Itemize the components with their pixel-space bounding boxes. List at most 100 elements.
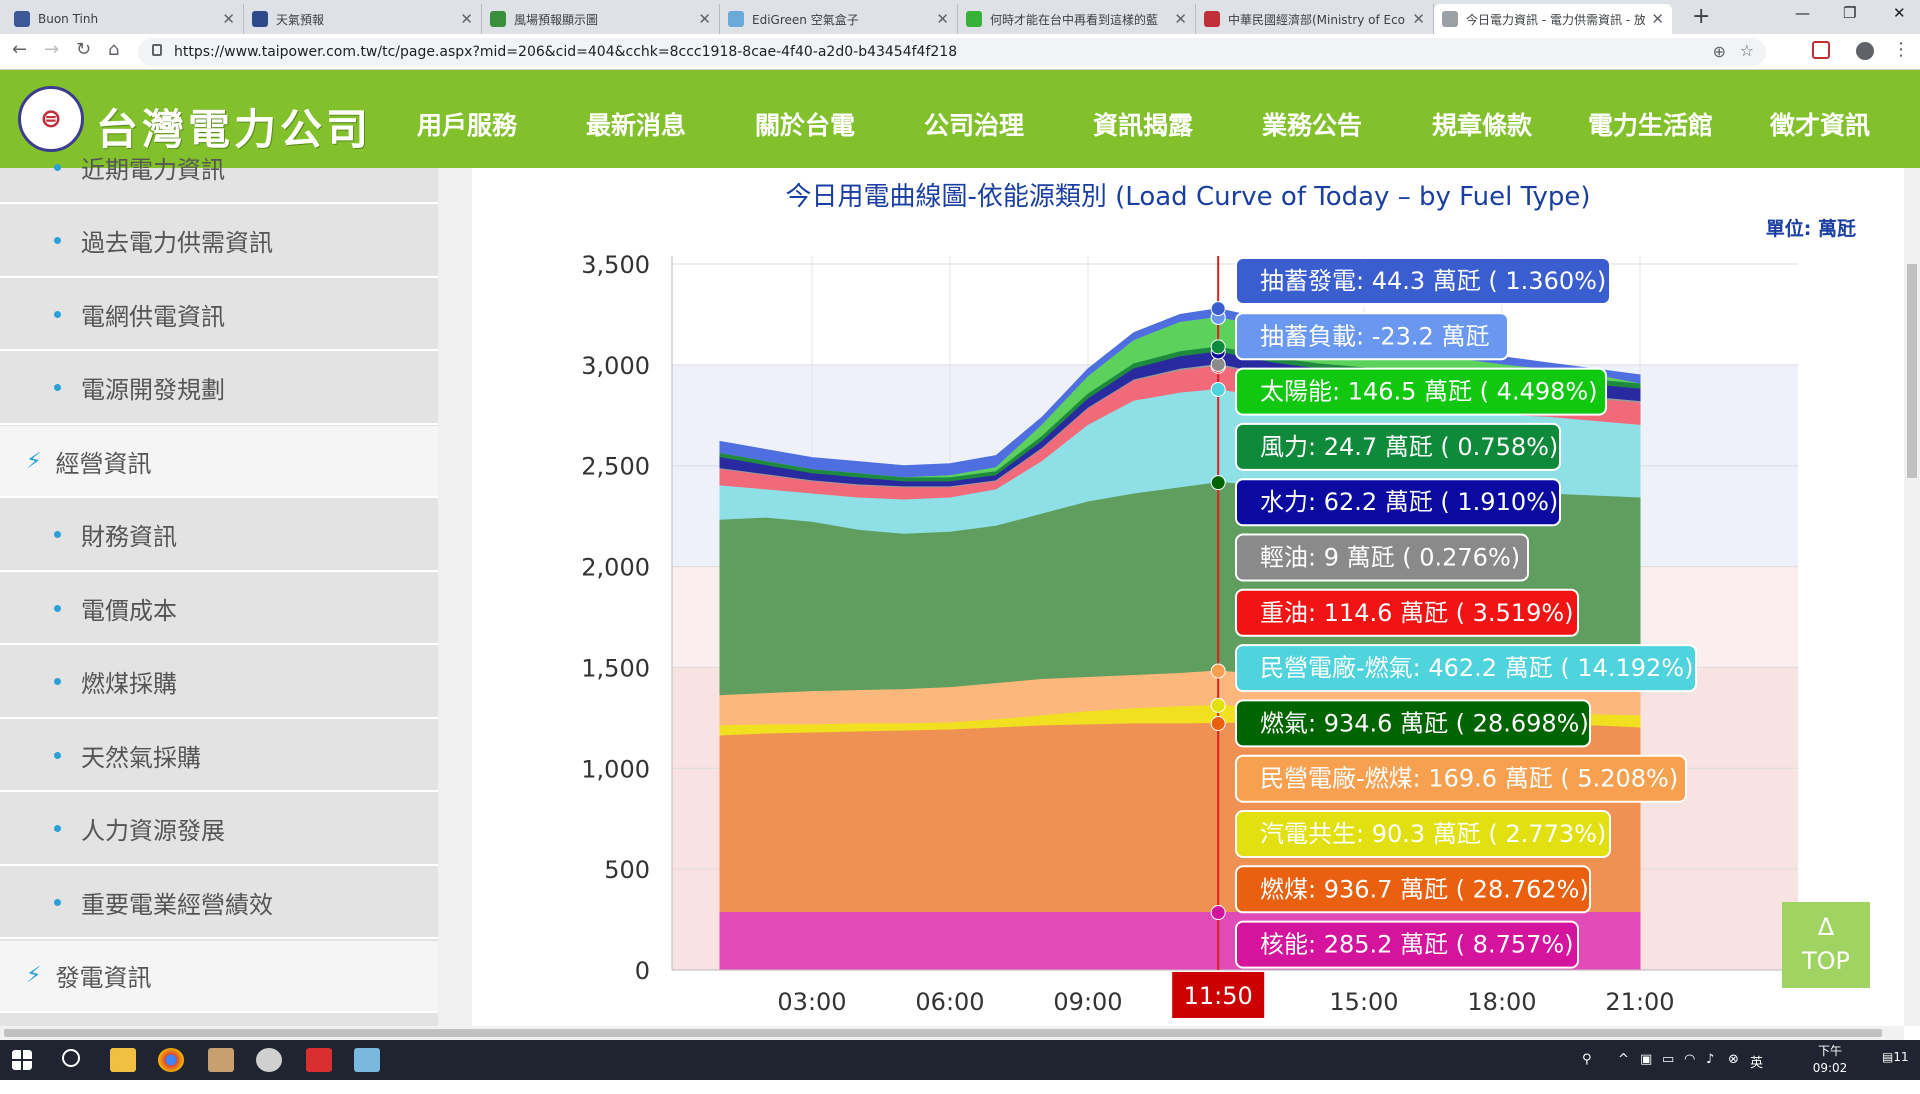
y-tick-label: 1,500 <box>581 654 650 682</box>
notification-icon[interactable]: ▤11 <box>1882 1050 1909 1064</box>
reload-button[interactable]: ↻ <box>76 39 92 60</box>
tab-favicon-icon <box>14 11 30 27</box>
people-icon[interactable]: ⚲ <box>1582 1052 1592 1067</box>
ime-icon[interactable]: ⊗ <box>1728 1052 1739 1067</box>
maximize-button[interactable]: ❐ <box>1843 4 1857 22</box>
tab-close-icon[interactable]: ✕ <box>698 10 711 28</box>
crosshair-point <box>1210 381 1226 397</box>
minimize-button[interactable]: — <box>1795 4 1810 22</box>
wifi-icon[interactable]: ◠ <box>1684 1052 1696 1067</box>
sidebar-item-label: 電源開發規劃 <box>81 376 225 404</box>
x-tick-label: 03:00 <box>777 988 846 1016</box>
y-tick-label: 500 <box>604 856 650 884</box>
crosshair-point <box>1210 905 1226 921</box>
tab-title: 中華民國經濟部(Ministry of Econ <box>1228 12 1407 27</box>
back-button[interactable]: ← <box>12 39 28 60</box>
tab-title: 今日電力資訊 - 電力供需資訊 - 放 <box>1466 12 1646 27</box>
sidebar-item-label: 電網供電資訊 <box>81 302 225 331</box>
home-button[interactable]: ⌂ <box>108 39 120 60</box>
tooltip-text: 風力: 24.7 萬瓩 ( 0.758%) <box>1260 433 1558 461</box>
x-tick-label: 21:00 <box>1605 988 1674 1016</box>
crosshair-time-box <box>1172 972 1265 1018</box>
browser-tab[interactable]: 風場預報顯示圖 ✕ <box>482 4 720 34</box>
nav-item[interactable]: 規章條款 <box>1432 111 1533 140</box>
sidebar-item[interactable]: 重要電業經營績效 <box>0 867 438 939</box>
new-tab-button[interactable]: + <box>1692 4 1711 29</box>
nav-item[interactable]: 關於台電 <box>755 111 856 140</box>
crosshair-point <box>1210 301 1226 317</box>
sidebar-item-label: 電價成本 <box>81 596 177 625</box>
tab-close-icon[interactable]: ✕ <box>222 10 235 28</box>
sidebar-item[interactable]: 電網供電資訊 <box>0 279 438 351</box>
zoom-icon[interactable]: ⊕ <box>1712 42 1726 61</box>
browser-tab[interactable]: 中華民國經濟部(Ministry of Econ ✕ <box>1196 4 1434 34</box>
sidebar-item[interactable]: 燃煤採購 <box>0 647 438 719</box>
sidebar-item[interactable]: 過去電力供需資訊 <box>0 206 438 278</box>
sidebar-item[interactable]: ⚡ 發電資訊 <box>0 940 438 1013</box>
chrome-icon[interactable] <box>158 1048 184 1072</box>
browser-tab[interactable]: 天氣預報 ✕ <box>244 4 482 34</box>
app-satellite-icon[interactable] <box>256 1048 282 1072</box>
browser-tab[interactable]: EdiGreen 空氣盒子 ✕ <box>720 4 958 34</box>
browser-tab[interactable]: 何時才能在台中再看到這樣的藍 ✕ <box>958 4 1196 34</box>
sidebar-item[interactable]: 天然氣採購 <box>0 720 438 792</box>
tab-close-icon[interactable]: ✕ <box>1174 10 1187 28</box>
nav-item[interactable]: 資訊揭露 <box>1093 111 1194 140</box>
sidebar-item[interactable]: 電價成本 <box>0 573 438 645</box>
address-bar[interactable]: https://www.taipower.com.tw/tc/page.aspx… <box>138 38 1766 66</box>
tooltip-text: 汽電共生: 90.3 萬瓩 ( 2.773%) <box>1260 820 1606 848</box>
browser-tab[interactable]: 今日電力資訊 - 電力供需資訊 - 放 ✕ <box>1434 4 1672 34</box>
app-red-icon[interactable] <box>306 1048 332 1072</box>
chart-unit: 單位: 萬瓩 <box>1765 218 1856 240</box>
nav-item[interactable]: 電力生活館 <box>1588 111 1714 140</box>
profile-avatar[interactable] <box>1856 42 1874 60</box>
lock-icon <box>152 44 162 56</box>
search-icon[interactable] <box>62 1049 80 1067</box>
url-text[interactable]: https://www.taipower.com.tw/tc/page.aspx… <box>174 44 958 60</box>
back-to-top-button[interactable]: Δ TOP <box>1782 902 1870 988</box>
tooltip-box <box>1235 478 1561 527</box>
tab-favicon-icon <box>252 11 268 27</box>
nav-item[interactable]: 業務公告 <box>1262 111 1363 140</box>
nav-item[interactable]: 公司治理 <box>924 111 1025 140</box>
app-notepad-icon[interactable] <box>354 1048 380 1072</box>
vertical-scrollbar[interactable] <box>1904 168 1920 1026</box>
app-rabbit-icon[interactable] <box>208 1048 234 1072</box>
tray-app-icon[interactable]: ▣ <box>1640 1052 1653 1067</box>
tab-close-icon[interactable]: ✕ <box>1412 10 1425 28</box>
y-tick-label: 2,000 <box>581 554 650 582</box>
close-window-button[interactable]: ✕ <box>1893 4 1906 22</box>
tooltip-box <box>1235 533 1529 582</box>
tab-close-icon[interactable]: ✕ <box>460 10 473 28</box>
taskbar-clock[interactable]: 下午 09:02 2019/4/30 <box>1800 1043 1862 1094</box>
tab-close-icon[interactable]: ✕ <box>1651 10 1664 28</box>
tooltip-box <box>1235 312 1509 361</box>
forward-button[interactable]: → <box>44 39 60 60</box>
horizontal-scroll-thumb[interactable] <box>4 1029 1882 1037</box>
sidebar-item[interactable]: 人力資源發展 <box>0 794 438 866</box>
vertical-scroll-thumb[interactable] <box>1907 264 1917 478</box>
bookmark-star-icon[interactable]: ☆ <box>1739 41 1754 60</box>
tab-close-icon[interactable]: ✕ <box>936 10 949 28</box>
sidebar-item[interactable]: ⚡ 經營資訊 <box>0 426 438 498</box>
battery-icon[interactable]: ▭ <box>1662 1052 1675 1067</box>
nav-item[interactable]: 徵才資訊 <box>1770 111 1871 140</box>
menu-kebab-icon[interactable]: ⋮ <box>1892 39 1910 60</box>
ime-mode-icon[interactable]: 英 <box>1750 1056 1764 1071</box>
back-to-top-label: TOP <box>1801 947 1851 975</box>
x-tick-label: 09:00 <box>1053 988 1122 1016</box>
windows-start-icon[interactable] <box>12 1050 32 1070</box>
extension-icon[interactable] <box>1812 41 1830 59</box>
sidebar-item[interactable]: 財務資訊 <box>0 500 438 572</box>
horizontal-scrollbar[interactable] <box>0 1026 1904 1040</box>
load-curve-chart: 0 500 1,000 1,500 2,000 2,500 3,000 3,500 03:00 0… <box>581 251 1798 1018</box>
sidebar-item[interactable]: 電源開發規劃 <box>0 353 438 425</box>
nav-item[interactable]: 最新消息 <box>586 111 687 140</box>
tooltip-box <box>1235 699 1591 748</box>
tray-chevron-icon[interactable]: ^ <box>1618 1052 1629 1067</box>
browser-tab[interactable]: Buon Tinh ✕ <box>6 4 244 34</box>
volume-icon[interactable]: ♪ <box>1706 1052 1715 1067</box>
y-tick-label: 2,500 <box>581 453 650 481</box>
file-explorer-icon[interactable] <box>110 1048 136 1072</box>
sidebar-item[interactable]: 近期電力資訊 <box>0 132 438 204</box>
